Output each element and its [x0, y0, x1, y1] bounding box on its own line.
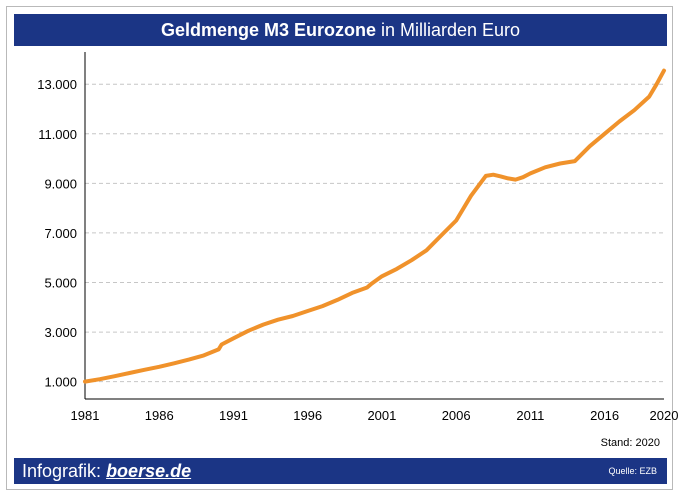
y-tick-label: 9.000	[44, 176, 77, 191]
x-tick-label: 2006	[442, 408, 471, 423]
x-tick-label: 1986	[145, 408, 174, 423]
y-tick-label: 3.000	[44, 325, 77, 340]
x-tick-label: 2016	[590, 408, 619, 423]
stand-label: Stand: 2020	[600, 437, 660, 449]
chart-title: Geldmenge M3 Eurozone in Milliarden Euro	[14, 14, 667, 46]
y-tick-label: 13.000	[37, 77, 77, 92]
x-tick-label: 1996	[293, 408, 322, 423]
x-tick-label: 2011	[516, 408, 544, 423]
y-tick-label: 11.000	[38, 127, 77, 142]
footer-prefix: Infografik:	[22, 461, 102, 481]
title-bold: Geldmenge M3 Eurozone	[160, 20, 376, 40]
y-tick-label: 5.000	[44, 276, 77, 291]
x-tick-label: 2020	[650, 408, 679, 423]
x-tick-label: 1991	[219, 408, 248, 423]
series-line	[83, 68, 666, 384]
footer-bar: Infografik: boerse.de Quelle: EZB	[14, 458, 667, 484]
chart-frame	[6, 6, 673, 490]
y-tick-label: 7.000	[44, 226, 77, 241]
source-label: Quelle: EZB	[608, 466, 657, 476]
footer-label: Infografik: boerse.de	[22, 458, 191, 484]
x-tick-label: 2001	[367, 408, 396, 423]
x-tick-label: 1981	[71, 408, 100, 423]
y-tick-label: 1.000	[44, 375, 77, 390]
footer-brand: boerse.de	[106, 461, 192, 481]
title-rest: in Milliarden Euro	[381, 20, 521, 40]
